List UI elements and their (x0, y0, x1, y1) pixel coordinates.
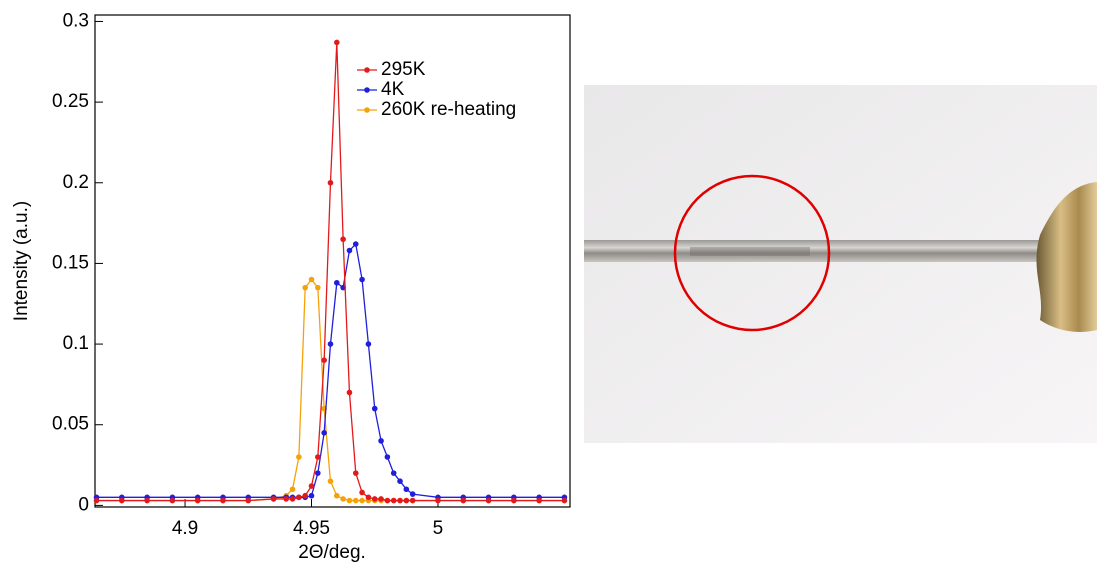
data-point (359, 497, 365, 504)
data-point (378, 496, 384, 502)
highlight-circle (673, 174, 831, 332)
data-point (346, 497, 353, 504)
data-point (245, 497, 252, 504)
data-point (435, 497, 441, 504)
data-point (194, 497, 201, 504)
sample-photo (584, 85, 1097, 443)
photo-background (584, 85, 1097, 443)
series-line (96, 242, 565, 498)
data-point (371, 405, 378, 412)
legend-swatch-dot (364, 87, 370, 93)
data-point (119, 497, 125, 504)
y-axis-label: Intensity (a.u.) (11, 201, 32, 321)
data-point (315, 470, 321, 476)
y-tick-label: 0.1 (63, 333, 89, 354)
data-point (315, 284, 321, 291)
data-point (390, 497, 397, 504)
data-point (340, 236, 346, 243)
data-point (302, 492, 308, 499)
data-point (390, 470, 397, 476)
legend-label: 4K (381, 79, 405, 100)
data-point (296, 494, 302, 501)
data-point (321, 429, 327, 436)
data-point (144, 497, 150, 504)
data-point (289, 496, 296, 502)
data-point (460, 497, 467, 504)
data-point (340, 496, 346, 502)
data-point (296, 454, 302, 460)
data-point (384, 497, 391, 504)
data-point (327, 341, 334, 347)
data-point (283, 496, 290, 502)
y-tick-label: 0.25 (52, 91, 89, 112)
data-point (315, 454, 321, 460)
data-point (346, 247, 353, 254)
data-point (365, 494, 372, 501)
data-point (403, 486, 410, 493)
x-tick-label: 4.9 (172, 518, 198, 539)
data-point (409, 497, 416, 504)
x-tick-label: 4.95 (293, 518, 330, 539)
data-point (327, 179, 334, 186)
data-point (511, 497, 517, 504)
data-point (352, 497, 359, 504)
y-tick-label: 0.3 (63, 10, 89, 31)
data-point (220, 497, 226, 504)
data-point (346, 389, 353, 396)
data-point (93, 497, 100, 504)
data-point (270, 496, 277, 502)
series-line (96, 278, 565, 502)
data-point (333, 39, 340, 46)
data-point (371, 496, 378, 502)
data-point (485, 497, 492, 504)
data-point (333, 492, 340, 499)
sample-fill (690, 247, 810, 256)
legend-label: 260K re-heating (381, 99, 516, 120)
data-point (321, 357, 327, 364)
legend-label: 295K (381, 59, 426, 80)
data-point (384, 454, 391, 460)
data-point (378, 438, 384, 444)
data-point (302, 284, 308, 291)
data-point (352, 241, 359, 247)
data-point (169, 497, 176, 504)
data-point (561, 497, 568, 504)
data-point (333, 279, 340, 286)
data-point (397, 478, 403, 484)
x-tick-label: 5 (433, 518, 444, 539)
y-tick-label: 0 (78, 494, 89, 515)
capillary (584, 240, 1044, 262)
data-point (327, 478, 334, 484)
data-point (397, 497, 403, 504)
data-point (359, 489, 365, 496)
data-point (536, 497, 542, 504)
brass-holder (1036, 182, 1097, 332)
data-point (359, 276, 365, 283)
data-point (365, 341, 372, 347)
legend-swatch-dot (364, 67, 370, 73)
data-point (308, 483, 315, 489)
data-point (308, 276, 315, 283)
data-point (403, 497, 410, 504)
data-point (409, 491, 416, 497)
y-tick-label: 0.05 (52, 414, 89, 435)
data-point (308, 492, 315, 499)
plot-frame (94, 14, 571, 508)
data-point (352, 470, 359, 476)
y-tick-label: 0.2 (63, 172, 89, 193)
x-axis-label: 2Θ/deg. (298, 542, 366, 563)
data-point (289, 486, 296, 493)
y-tick-label: 0.15 (52, 252, 89, 273)
legend-swatch-dot (364, 107, 370, 113)
